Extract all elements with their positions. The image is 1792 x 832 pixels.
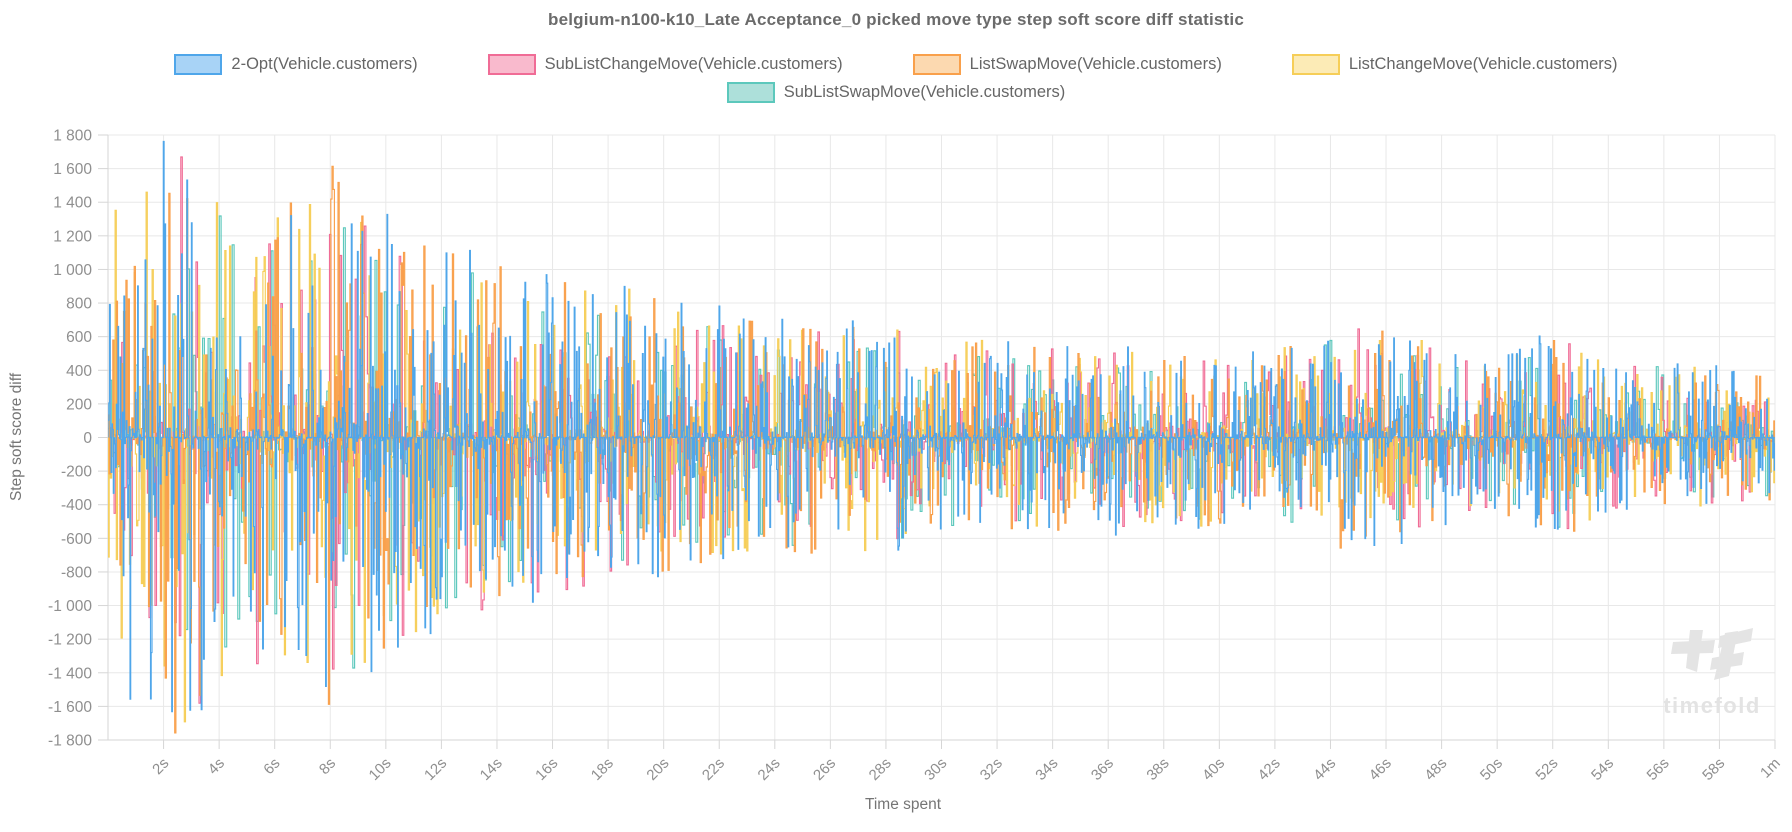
x-axis-title: Time spent bbox=[864, 796, 942, 813]
y-tick-label: -1 200 bbox=[48, 632, 92, 649]
x-tick-label: 26s bbox=[810, 755, 839, 784]
legend: 2-Opt(Vehicle.customers) SubListChangeMov… bbox=[0, 54, 1792, 103]
x-tick-label: 54s bbox=[1588, 755, 1617, 784]
series-line-2-Opt(Vehicle.customers) bbox=[108, 140, 1775, 713]
legend-item-ListSwapMove(Vehicle.customers)[interactable]: ListSwapMove(Vehicle.customers) bbox=[912, 54, 1222, 75]
x-tick-label: 16s bbox=[532, 755, 561, 784]
legend-row-2: SubListSwapMove(Vehicle.customers) bbox=[726, 82, 1066, 103]
x-tick-label: 42s bbox=[1255, 755, 1284, 784]
x-tick-label: 46s bbox=[1366, 755, 1395, 784]
x-tick-label: 52s bbox=[1532, 755, 1561, 784]
x-tick-label: 4s bbox=[205, 755, 228, 778]
x-tick-label: 2s bbox=[149, 755, 172, 778]
y-tick-label: -400 bbox=[61, 497, 92, 514]
legend-label: SubListSwapMove(Vehicle.customers) bbox=[783, 83, 1066, 101]
legend-label: SubListChangeMove(Vehicle.customers) bbox=[544, 55, 843, 73]
y-tick-label: 1 600 bbox=[53, 161, 92, 178]
y-tick-label: 0 bbox=[83, 430, 92, 447]
x-tick-label: 12s bbox=[421, 755, 450, 784]
y-tick-label: -1 800 bbox=[48, 733, 92, 750]
x-tick-label: 20s bbox=[643, 755, 672, 784]
legend-swatch-icon bbox=[174, 54, 223, 75]
y-tick-label: 800 bbox=[66, 296, 92, 313]
legend-swatch-icon bbox=[1291, 54, 1340, 75]
y-tick-label: -1 600 bbox=[48, 699, 92, 716]
y-tick-label: -600 bbox=[61, 531, 92, 548]
x-tick-label: 18s bbox=[588, 755, 617, 784]
x-tick-label: 24s bbox=[755, 755, 784, 784]
x-tick-label: 32s bbox=[977, 755, 1006, 784]
x-tick-label: 22s bbox=[699, 755, 728, 784]
y-tick-label: 600 bbox=[66, 329, 92, 346]
x-tick-label: 34s bbox=[1032, 755, 1061, 784]
legend-item-2-Opt(Vehicle.customers)[interactable]: 2-Opt(Vehicle.customers) bbox=[174, 54, 418, 75]
y-tick-label: -800 bbox=[61, 564, 92, 581]
x-tick-label: 44s bbox=[1310, 755, 1339, 784]
y-tick-label: -1 000 bbox=[48, 598, 92, 615]
chart-title: belgium-n100-k10_Late Acceptance_0 picke… bbox=[547, 10, 1244, 29]
x-tick-label: 1m bbox=[1757, 755, 1784, 782]
y-tick-label: 1 200 bbox=[53, 228, 92, 245]
x-tick-label: 50s bbox=[1477, 755, 1506, 784]
y-tick-label: -1 400 bbox=[48, 665, 92, 682]
x-tick-label: 30s bbox=[921, 755, 950, 784]
y-tick-label: 1 000 bbox=[53, 262, 92, 279]
x-tick-label: 40s bbox=[1199, 755, 1228, 784]
legend-label: ListChangeMove(Vehicle.customers) bbox=[1348, 55, 1618, 73]
legend-item-ListChangeMove(Vehicle.customers)[interactable]: ListChangeMove(Vehicle.customers) bbox=[1291, 54, 1618, 75]
legend-item-SubListChangeMove(Vehicle.customers)[interactable]: SubListChangeMove(Vehicle.customers) bbox=[487, 54, 843, 75]
y-tick-label: 200 bbox=[66, 396, 92, 413]
x-tick-label: 8s bbox=[316, 755, 339, 778]
x-tick-label: 6s bbox=[260, 755, 283, 778]
x-tick-label: 36s bbox=[1088, 755, 1117, 784]
y-tick-label: 400 bbox=[66, 363, 92, 380]
y-tick-label: 1 400 bbox=[53, 195, 92, 212]
legend-label: 2-Opt(Vehicle.customers) bbox=[231, 55, 418, 73]
legend-swatch-icon bbox=[726, 82, 775, 103]
x-tick-label: 28s bbox=[866, 755, 895, 784]
x-tick-label: 14s bbox=[477, 755, 506, 784]
x-tick-label: 56s bbox=[1644, 755, 1673, 784]
legend-row-1: 2-Opt(Vehicle.customers) SubListChangeMov… bbox=[174, 54, 1618, 75]
x-tick-label: 48s bbox=[1421, 755, 1450, 784]
legend-swatch-icon bbox=[487, 54, 536, 75]
legend-item-SubListSwapMove(Vehicle.customers)[interactable]: SubListSwapMove(Vehicle.customers) bbox=[726, 82, 1066, 103]
y-tick-label: -200 bbox=[61, 464, 92, 481]
x-tick-label: 38s bbox=[1143, 755, 1172, 784]
legend-label: ListSwapMove(Vehicle.customers) bbox=[969, 55, 1222, 73]
y-tick-label: 1 800 bbox=[53, 128, 92, 145]
x-tick-label: 10s bbox=[366, 755, 395, 784]
x-tick-label: 58s bbox=[1699, 755, 1728, 784]
legend-swatch-icon bbox=[912, 54, 961, 75]
